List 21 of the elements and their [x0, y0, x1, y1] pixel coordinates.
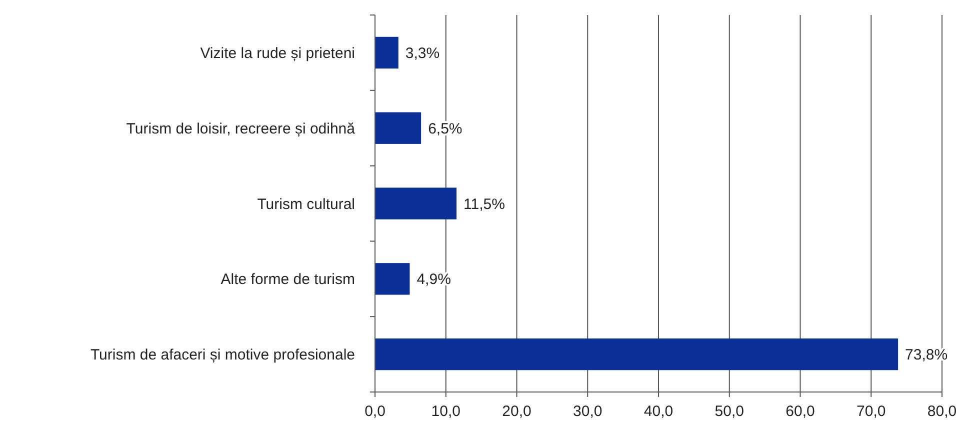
y-tick-label: Turism de loisir, recreere și odihnă	[126, 120, 356, 138]
bar	[375, 263, 410, 295]
x-tick-label: 10,0	[431, 403, 460, 420]
x-tick-label: 0,0	[364, 403, 386, 420]
x-tick-label: 50,0	[714, 403, 744, 420]
y-tick-label: Alte forme de turism	[220, 271, 355, 288]
x-tick-label: 30,0	[573, 403, 602, 420]
bar	[375, 36, 398, 69]
y-tick-label: Turism de afaceri și motive profesionale	[90, 346, 355, 364]
x-tick-label: 60,0	[786, 403, 815, 420]
bar	[375, 188, 457, 220]
x-tick-label: 40,0	[644, 403, 674, 420]
bar	[375, 338, 898, 370]
y-tick-label: Turism cultural	[257, 196, 355, 213]
x-tick-label: 70,0	[856, 403, 886, 420]
bar	[375, 112, 422, 144]
x-tick-label: 80,0	[927, 403, 957, 420]
x-tick-label: 20,0	[502, 403, 532, 420]
data-label: 11,5%	[464, 196, 505, 213]
y-tick-label: Vizite la rude și prieteni	[200, 44, 355, 62]
data-label: 3,3%	[405, 44, 440, 62]
